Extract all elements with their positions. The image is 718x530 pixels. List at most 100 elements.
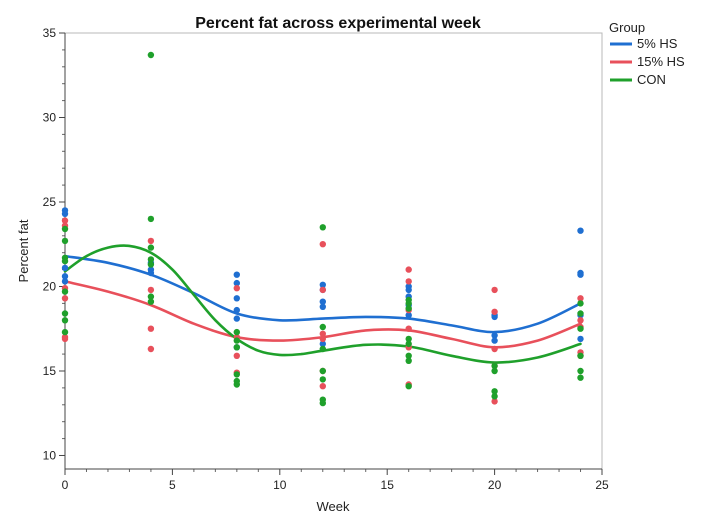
x-tick-label: 20 [488, 478, 502, 492]
x-tick-label: 15 [381, 478, 395, 492]
point-con [319, 323, 326, 331]
point-15pct-hs [491, 286, 498, 294]
point-con [491, 393, 498, 400]
smoother-5pct-hs [63, 254, 582, 334]
point-15pct-hs [147, 237, 155, 245]
x-tick-label: 10 [273, 478, 287, 492]
point-con [405, 305, 412, 312]
point-con [491, 367, 498, 375]
x-axis-label: Week [317, 499, 350, 514]
y-tick-label: 30 [43, 110, 57, 124]
point-15pct-hs [319, 286, 326, 294]
point-con [577, 374, 584, 381]
chart-title: Percent fat across experimental week [195, 15, 481, 32]
y-tick-label: 35 [43, 26, 57, 40]
point-con [319, 399, 326, 407]
y-tick-label: 20 [43, 279, 57, 293]
point-5pct-hs [319, 303, 326, 310]
point-con [405, 383, 412, 390]
point-15pct-hs [491, 308, 498, 315]
point-con [233, 371, 240, 378]
legend-label-15pct-hs: 15% HS [637, 54, 685, 69]
point-con [405, 352, 412, 359]
point-5pct-hs [319, 340, 326, 348]
point-con [147, 51, 155, 59]
point-con [491, 388, 498, 395]
point-con [491, 362, 498, 370]
point-con [405, 335, 412, 343]
point-5pct-hs [319, 298, 326, 305]
point-con [233, 328, 240, 336]
point-5pct-hs [61, 210, 69, 217]
point-con [147, 256, 155, 263]
point-con [61, 328, 69, 336]
point-5pct-hs [405, 312, 412, 319]
point-15pct-hs [233, 352, 240, 359]
legend: Group 5% HS 15% HS CON [609, 20, 685, 87]
point-con [147, 215, 155, 223]
point-15pct-hs [405, 325, 412, 332]
point-con [577, 310, 584, 317]
point-con [233, 381, 240, 388]
point-con [319, 224, 326, 231]
point-5pct-hs [61, 264, 69, 272]
point-con [147, 261, 155, 268]
y-tick-label: 10 [43, 448, 57, 462]
point-5pct-hs [577, 227, 584, 234]
point-con [577, 325, 584, 332]
x-tick-label: 5 [169, 478, 176, 492]
point-5pct-hs [233, 271, 240, 278]
point-con [405, 357, 412, 364]
point-5pct-hs [577, 335, 584, 343]
point-con [577, 300, 584, 307]
point-5pct-hs [491, 332, 498, 339]
point-15pct-hs [405, 266, 412, 273]
y-tick-label: 25 [43, 195, 57, 209]
point-con [405, 340, 412, 348]
point-5pct-hs [233, 295, 240, 302]
axes: 0 5 10 15 20 25 10 15 20 25 30 35 [43, 26, 609, 492]
y-tick-label: 15 [43, 364, 57, 378]
point-5pct-hs [233, 306, 240, 314]
point-15pct-hs [319, 330, 326, 337]
point-5pct-hs [233, 315, 240, 322]
x-tick-label: 25 [595, 478, 609, 492]
legend-label-con: CON [637, 72, 666, 87]
point-15pct-hs [577, 295, 584, 302]
point-5pct-hs [147, 269, 155, 277]
point-con [405, 300, 412, 307]
point-15pct-hs [405, 278, 412, 285]
point-15pct-hs [147, 325, 155, 332]
smoother-con [63, 244, 582, 364]
point-5pct-hs [319, 281, 326, 288]
point-5pct-hs [491, 337, 498, 344]
point-con [577, 352, 584, 359]
point-con [61, 288, 69, 295]
legend-label-5pct-hs: 5% HS [637, 36, 678, 51]
point-con [233, 344, 240, 351]
point-15pct-hs [147, 286, 155, 294]
point-15pct-hs [233, 285, 240, 292]
point-15pct-hs [491, 398, 498, 405]
legend-title: Group [609, 20, 645, 35]
y-axis-label: Percent fat [16, 219, 31, 282]
point-15pct-hs [319, 241, 326, 248]
point-con [61, 225, 69, 233]
data-points [61, 51, 584, 407]
point-con [319, 345, 326, 353]
point-15pct-hs [491, 345, 498, 353]
point-con [61, 237, 69, 245]
point-15pct-hs [319, 335, 326, 343]
point-5pct-hs [405, 286, 412, 294]
point-15pct-hs [61, 295, 69, 302]
point-5pct-hs [233, 279, 240, 287]
point-con [319, 376, 326, 383]
point-5pct-hs [491, 313, 498, 321]
x-tick-label: 0 [62, 478, 69, 492]
point-15pct-hs [61, 217, 69, 224]
point-15pct-hs [147, 345, 155, 353]
point-con [147, 298, 155, 305]
point-con [147, 244, 155, 251]
